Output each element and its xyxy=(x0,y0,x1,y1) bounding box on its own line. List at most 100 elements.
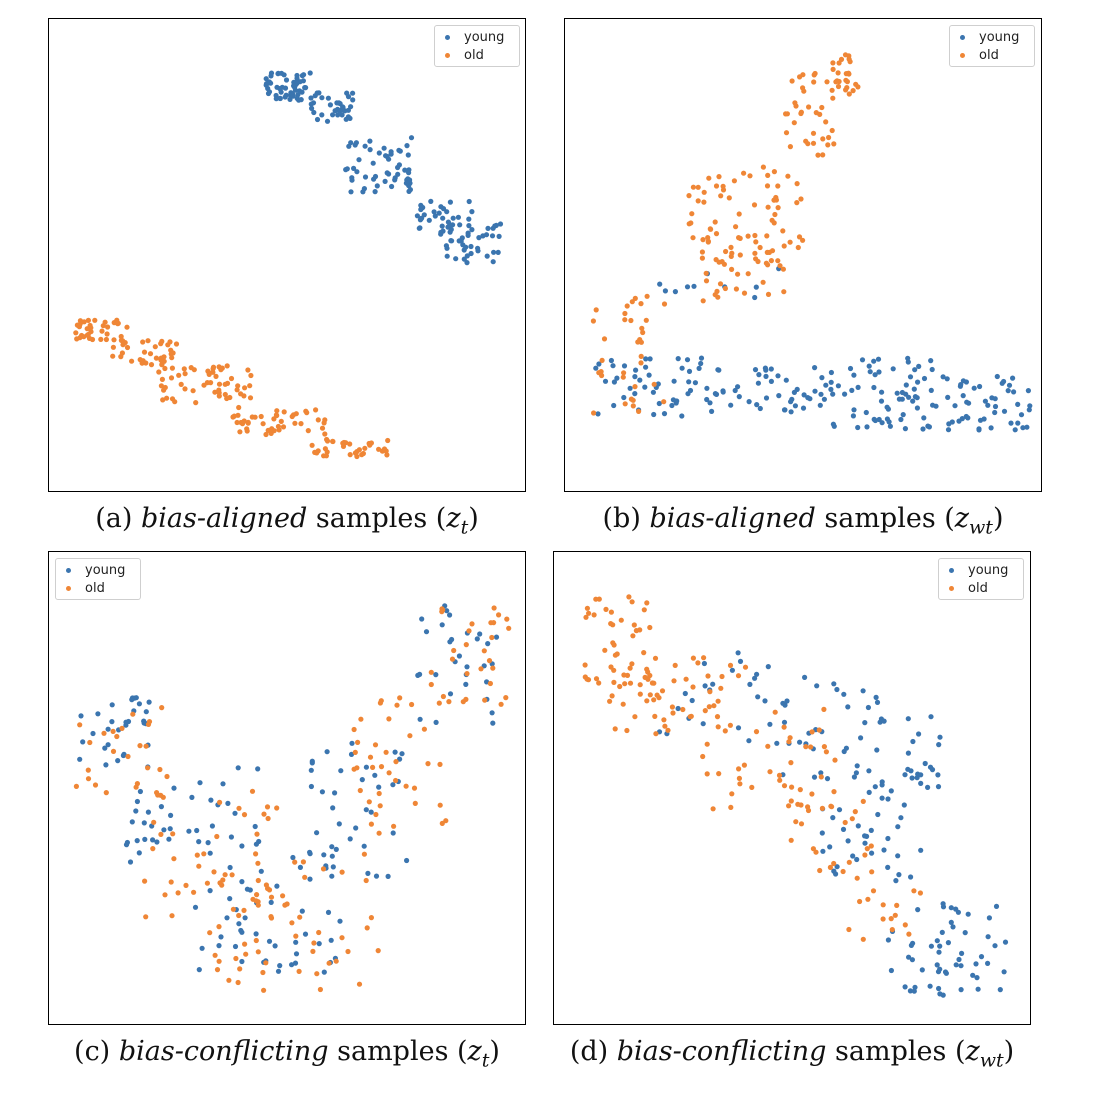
point-young xyxy=(328,937,334,943)
point-young xyxy=(418,206,424,213)
point-young xyxy=(901,802,907,808)
point-young xyxy=(621,394,627,401)
point-old xyxy=(626,594,632,600)
point-young xyxy=(103,762,109,768)
point-old xyxy=(156,369,162,375)
point-old xyxy=(701,199,707,205)
point-young xyxy=(227,896,233,902)
point-young xyxy=(643,356,649,362)
point-old xyxy=(204,380,210,386)
point-young xyxy=(885,796,891,802)
point-old xyxy=(224,395,230,402)
point-old xyxy=(745,233,751,239)
point-young xyxy=(981,416,987,422)
point-old xyxy=(77,722,83,728)
point-young xyxy=(308,783,314,790)
legend-young-marker xyxy=(949,567,954,573)
point-young xyxy=(873,694,879,700)
point-young xyxy=(872,372,878,378)
point-young xyxy=(124,839,130,846)
point-old xyxy=(266,887,273,893)
point-old xyxy=(372,742,379,748)
point-young xyxy=(337,918,343,924)
point-young xyxy=(376,784,382,790)
point-young xyxy=(158,804,164,810)
point-young xyxy=(755,380,761,386)
point-young xyxy=(812,365,818,371)
scatter-b xyxy=(590,52,1033,433)
point-old xyxy=(784,111,790,117)
point-old xyxy=(764,233,770,239)
point-young xyxy=(939,929,945,935)
point-old xyxy=(268,914,274,920)
point-old xyxy=(236,805,242,811)
point-young xyxy=(129,695,136,701)
point-young xyxy=(465,232,471,238)
point-young xyxy=(978,954,985,960)
point-young xyxy=(661,411,668,417)
point-young xyxy=(902,426,908,432)
point-young xyxy=(166,836,172,842)
point-young xyxy=(368,809,374,815)
point-old xyxy=(118,337,124,343)
legend-young-label: young xyxy=(464,29,505,45)
point-old xyxy=(210,364,217,370)
point-old xyxy=(498,701,504,707)
point-old xyxy=(868,843,874,849)
point-old xyxy=(280,424,287,430)
point-old xyxy=(162,892,168,898)
point-young xyxy=(776,393,782,399)
point-old xyxy=(787,735,793,741)
legend-young-marker xyxy=(960,34,965,40)
point-young xyxy=(965,415,971,421)
point-young xyxy=(902,984,908,990)
caption-d: (d) bias-conflicting samples (zwt) xyxy=(569,1036,1015,1072)
point-young xyxy=(253,931,259,937)
point-young xyxy=(109,719,115,725)
point-old xyxy=(216,958,222,964)
point-young xyxy=(334,100,340,106)
point-young xyxy=(220,781,226,787)
point-old xyxy=(764,183,771,189)
point-old xyxy=(735,271,741,277)
point-old xyxy=(737,235,743,241)
point-young xyxy=(949,419,955,425)
point-old xyxy=(310,948,316,954)
plot-d: young old xyxy=(553,551,1031,1025)
point-young xyxy=(851,372,857,378)
point-old xyxy=(699,255,705,261)
point-young xyxy=(928,358,934,364)
point-young xyxy=(845,704,851,710)
point-old xyxy=(765,291,772,297)
point-young xyxy=(831,868,837,874)
point-young xyxy=(885,835,891,842)
point-old xyxy=(393,777,399,784)
point-young xyxy=(307,849,313,855)
point-old xyxy=(614,651,620,657)
point-old xyxy=(805,141,811,147)
point-old xyxy=(150,846,156,852)
point-old xyxy=(214,833,220,840)
point-old xyxy=(706,175,712,181)
point-young xyxy=(489,233,496,239)
point-old xyxy=(627,680,634,686)
point-old xyxy=(238,391,244,397)
point-old xyxy=(367,442,373,448)
point-old xyxy=(651,381,657,387)
point-old xyxy=(182,386,188,392)
point-old xyxy=(98,336,104,342)
point-old xyxy=(110,748,117,754)
point-young xyxy=(475,245,481,251)
point-young xyxy=(720,389,726,395)
point-young xyxy=(934,962,940,968)
point-young xyxy=(792,403,798,409)
point-old xyxy=(583,614,589,620)
point-young xyxy=(321,852,327,858)
point-young xyxy=(830,815,836,821)
point-young xyxy=(975,986,981,992)
point-old xyxy=(647,692,653,698)
point-old xyxy=(173,341,180,347)
point-old xyxy=(641,650,647,656)
point-old xyxy=(339,869,345,875)
point-old xyxy=(780,228,786,234)
